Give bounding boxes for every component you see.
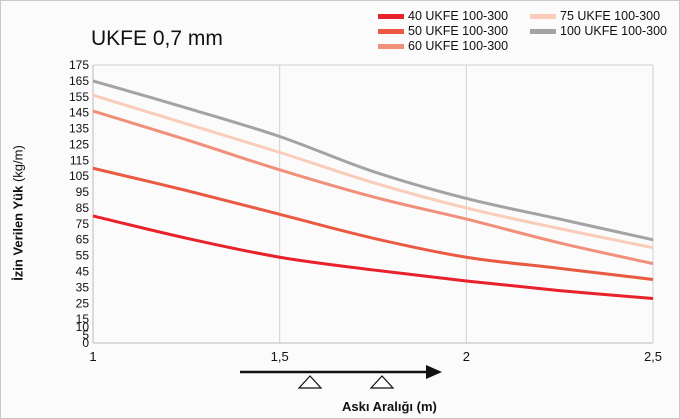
y-tick-label: 0 — [82, 336, 89, 350]
y-tick-label: 75 — [76, 217, 90, 231]
x-axis-label: Askı Aralığı (m) — [342, 399, 437, 414]
legend-label: 50 UKFE 100-300 — [408, 24, 509, 38]
y-tick-label: 155 — [69, 90, 89, 104]
series-line-100 — [92, 79, 654, 242]
y-tick-label: 105 — [69, 169, 89, 183]
legend-entry-100: 100 UKFE 100-300 — [530, 24, 667, 38]
y-tick-label: 35 — [76, 280, 90, 294]
y-tick-label: 45 — [76, 265, 90, 279]
legend-label: 75 UKFE 100-300 — [560, 9, 661, 23]
y-tick-label: 175 — [69, 58, 89, 72]
legend-label: 60 UKFE 100-300 — [408, 39, 509, 53]
grid-lines — [92, 64, 654, 344]
y-tick-label: 65 — [76, 233, 90, 247]
y-tick-label: 55 — [76, 249, 90, 263]
series-line-40 — [92, 214, 654, 301]
series-lines — [92, 79, 654, 301]
legend-label: 40 UKFE 100-300 — [408, 9, 509, 23]
legend-swatch — [378, 44, 404, 50]
x-tick-label: 2 — [463, 349, 470, 364]
y-tick-label: 135 — [69, 122, 89, 136]
y-tick-label: 15 — [76, 312, 90, 326]
y-tick-label: 95 — [76, 185, 90, 199]
x-tick-labels: 1 1,5 2 2,5 — [89, 349, 662, 364]
y-tick-label: 25 — [76, 296, 90, 310]
y-tick-label: 10 — [76, 320, 90, 334]
legend-label: 100 UKFE 100-300 — [560, 24, 668, 38]
legend-swatch — [378, 29, 404, 35]
span-arrow — [240, 365, 442, 379]
legend-entry-50: 50 UKFE 100-300 — [378, 24, 508, 38]
legend-entry-60: 60 UKFE 100-300 — [378, 39, 508, 53]
span-arrow-head — [426, 365, 442, 379]
series-line-75 — [92, 93, 654, 250]
y-tick-label: 165 — [69, 74, 89, 88]
legend-swatch — [530, 14, 556, 20]
legend-swatch — [378, 14, 404, 20]
chart-title: UKFE 0,7 mm — [91, 27, 223, 50]
x-tick-label: 1,5 — [271, 349, 289, 364]
x-tick-label: 2,5 — [644, 349, 662, 364]
y-tick-label: 125 — [69, 137, 89, 151]
legend-entry-40: 40 UKFE 100-300 — [378, 9, 508, 23]
series-line-60 — [92, 109, 654, 266]
y-tick-label: 85 — [76, 201, 90, 215]
series-line-50 — [92, 166, 654, 281]
support-triangle-icon — [297, 375, 323, 389]
y-tick-label: 115 — [70, 153, 89, 167]
legend-swatch — [530, 29, 556, 35]
y-tick-label: 145 — [69, 106, 89, 120]
legend-entry-75: 75 UKFE 100-300 — [530, 9, 660, 23]
x-tick-label: 1 — [89, 349, 96, 364]
support-triangle-icon — [369, 375, 395, 389]
y-tick-label: 5 — [82, 328, 89, 342]
